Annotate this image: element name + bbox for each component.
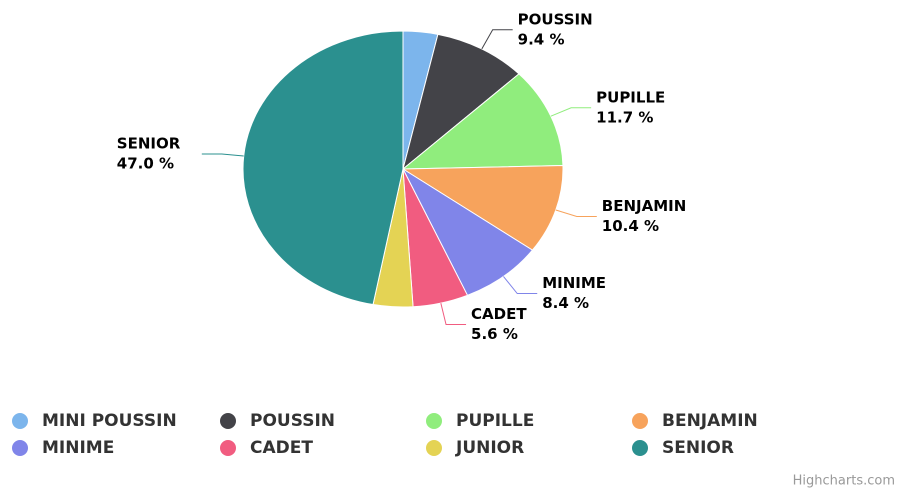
pie-slice [401,167,534,296]
connector [555,209,597,218]
legend-symbol [220,413,236,429]
pie-slice [242,30,404,306]
legend-label[interactable]: BENJAMIN [662,411,758,431]
data-label-value: 8.4 % [542,294,589,312]
data-label-value: 10.4 % [602,217,659,235]
legend-symbol [12,413,28,429]
legend-symbol [426,413,442,429]
legend-label[interactable]: MINI POUSSIN [42,411,177,431]
data-label-name: POUSSIN [518,10,593,28]
legend-symbol [12,440,28,456]
data-label-name: PUPILLE [596,88,665,106]
data-label-name: MINIME [542,274,606,292]
legend-label[interactable]: PUPILLE [456,411,534,431]
data-label-name: SENIOR [117,134,181,152]
connector [481,29,513,50]
data-label-value: 11.7 % [596,108,653,126]
data-label-name: CADET [471,305,527,323]
legend-symbol [426,440,442,456]
connector [201,153,244,157]
pie-slice [402,33,520,171]
credits[interactable]: Highcharts.com [793,474,895,489]
data-label-value: 5.6 % [471,325,518,343]
legend-label[interactable]: MINIME [42,438,114,458]
legend-label[interactable]: SENIOR [662,438,734,458]
data-label-value: 47.0 % [117,154,174,172]
legend-label[interactable]: POUSSIN [250,411,335,431]
legend-symbol [220,440,236,456]
connector [503,276,538,295]
legend-label[interactable]: CADET [250,438,313,458]
legend-label[interactable]: JUNIOR [455,438,524,458]
connector [440,302,467,325]
data-label-value: 9.4 % [518,30,565,48]
pie-slice [401,73,564,170]
connector [550,107,592,117]
pie-slice [401,165,564,251]
legend-symbol [632,413,648,429]
legend-symbol [632,440,648,456]
data-label-name: BENJAMIN [602,197,687,215]
